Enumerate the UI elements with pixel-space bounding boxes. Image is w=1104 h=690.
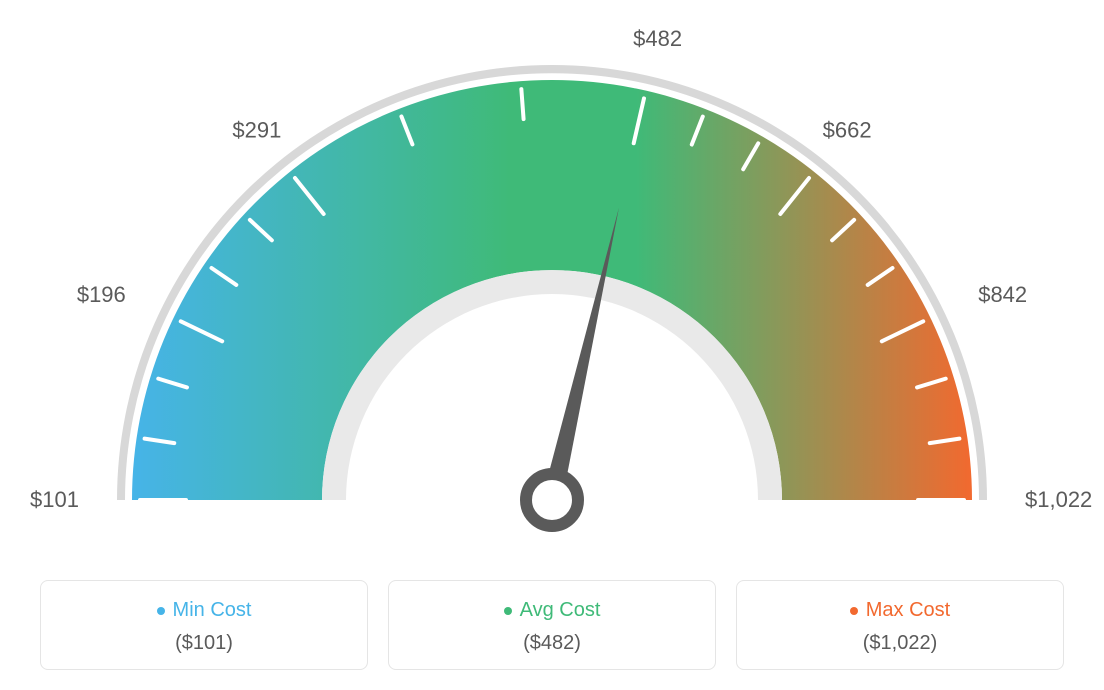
legend-avg-title: Avg Cost — [504, 599, 601, 622]
gauge-tick — [521, 89, 523, 119]
gauge-tick-label: $101 — [30, 487, 79, 512]
gauge-svg: $101 $196 $291 $482 $662 $842 $1,022 — [0, 0, 1104, 560]
legend-min-title: Min Cost — [157, 599, 252, 622]
legend-avg-card: Avg Cost ($482) — [388, 580, 716, 670]
legend-max-card: Max Cost ($1,022) — [736, 580, 1064, 670]
legend-avg-dot — [504, 607, 512, 615]
legend-min-card: Min Cost ($101) — [40, 580, 368, 670]
legend-avg-label: Avg Cost — [520, 599, 601, 622]
gauge-chart: $101 $196 $291 $482 $662 $842 $1,022 — [0, 0, 1104, 560]
gauge-tick-label: $842 — [978, 282, 1027, 307]
legend-max-value: ($1,022) — [737, 632, 1063, 655]
gauge-tick-label: $196 — [77, 282, 126, 307]
gauge-tick-label: $662 — [823, 117, 872, 142]
gauge-needle-hub — [526, 474, 578, 526]
legend-avg-value: ($482) — [389, 632, 715, 655]
legend-max-label: Max Cost — [866, 599, 950, 622]
gauge-tick-label: $1,022 — [1025, 487, 1092, 512]
legend-max-dot — [850, 607, 858, 615]
legend-min-value: ($101) — [41, 632, 367, 655]
gauge-tick-label: $482 — [633, 26, 682, 51]
gauge-tick-label: $291 — [232, 117, 281, 142]
legend-row: Min Cost ($101) Avg Cost ($482) Max Cost… — [0, 580, 1104, 670]
legend-min-label: Min Cost — [173, 599, 252, 622]
legend-min-dot — [157, 607, 165, 615]
legend-max-title: Max Cost — [850, 599, 950, 622]
